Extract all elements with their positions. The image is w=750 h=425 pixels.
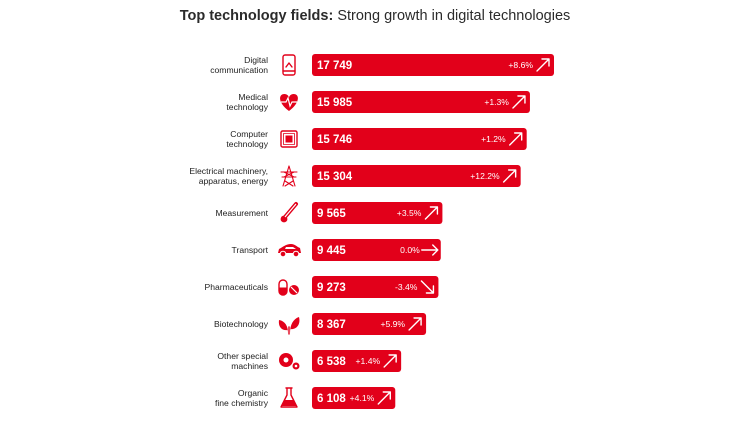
- thermometer-icon: [281, 204, 296, 222]
- car-icon: [278, 244, 301, 257]
- value-label: 9 273: [317, 282, 346, 294]
- gears-icon: [279, 353, 300, 370]
- leaves-icon: [279, 317, 300, 334]
- category-label: Transport: [232, 245, 269, 255]
- bar-row: Computertechnology 15 746 +1.2%: [226, 128, 526, 150]
- category-label: Medicaltechnology: [226, 92, 268, 112]
- value-label: 6 538: [317, 356, 346, 368]
- bar-row: Other specialmachines 6 538 +1.4%: [217, 350, 401, 372]
- bar-row: Transport 9 445 0.0%: [232, 239, 441, 261]
- phone-icon: [283, 55, 295, 75]
- change-label: +12.2%: [470, 171, 500, 181]
- category-label: Organicfine chemistry: [215, 388, 269, 408]
- change-label: +5.9%: [380, 319, 405, 329]
- bar-row: Pharmaceuticals 9 273 -3.4%: [204, 276, 438, 298]
- bar-row: Digitalcommunication 17 749 +8.6%: [210, 54, 554, 76]
- category-label: Measurement: [215, 208, 268, 218]
- category-label: Electrical machinery,apparatus, energy: [189, 166, 268, 186]
- bar-row: Measurement 9 565 +3.5%: [215, 202, 442, 224]
- change-label: +1.3%: [484, 97, 509, 107]
- pills-icon: [279, 280, 299, 295]
- change-label: +3.5%: [397, 208, 422, 218]
- heart-pulse-icon: [280, 94, 298, 111]
- value-label: 6 108: [317, 393, 346, 405]
- category-label: Other specialmachines: [217, 351, 268, 371]
- change-label: -3.4%: [395, 282, 418, 292]
- value-label: 15 304: [317, 171, 353, 183]
- category-label: Biotechnology: [214, 319, 269, 329]
- value-label: 8 367: [317, 319, 346, 331]
- category-label: Digitalcommunication: [210, 55, 268, 75]
- value-label: 15 985: [317, 97, 353, 109]
- category-label: Pharmaceuticals: [204, 282, 268, 292]
- value-label: 9 565: [317, 208, 346, 220]
- value-label: 15 746: [317, 134, 352, 146]
- value-label: 17 749: [317, 60, 352, 72]
- bar-row: Medicaltechnology 15 985 +1.3%: [226, 91, 530, 113]
- value-label: 9 445: [317, 245, 346, 257]
- power-pylon-icon: [281, 166, 297, 186]
- change-label: +1.4%: [356, 356, 381, 366]
- bar-row: Biotechnology 8 367 +5.9%: [214, 313, 426, 335]
- change-label: +8.6%: [508, 60, 533, 70]
- change-label: 0.0%: [400, 245, 420, 255]
- bar-row: Organicfine chemistry 6 108 +4.1%: [215, 387, 395, 409]
- category-label: Computertechnology: [226, 129, 268, 149]
- bar-chart: Digitalcommunication 17 749 +8.6% Medicalte…: [0, 0, 750, 425]
- chip-icon: [281, 131, 297, 147]
- bar-row: Electrical machinery,apparatus, energy 15…: [189, 165, 520, 187]
- change-label: +4.1%: [350, 393, 375, 403]
- flask-icon: [281, 388, 297, 407]
- change-label: +1.2%: [481, 134, 506, 144]
